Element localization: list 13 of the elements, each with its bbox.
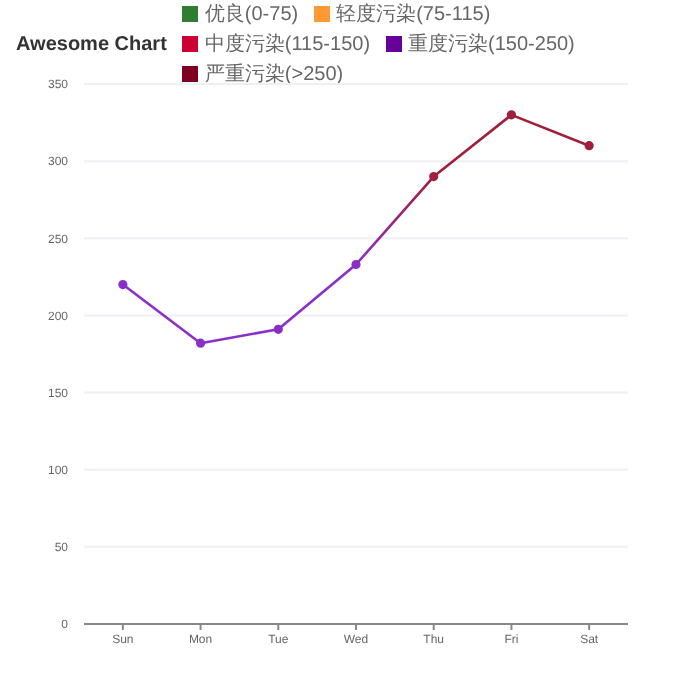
point (506, 110, 517, 120)
legend-label: 轻度污染(75-115) (334, 1, 491, 28)
point (429, 171, 439, 182)
chart-title: Awesome Chart (16, 33, 167, 55)
legend-label: 优良(0-75) (202, 1, 299, 28)
point (351, 259, 361, 270)
legend-label: 中度污染(115-150) (202, 31, 371, 58)
legend-label: 重度污染(150-250) (406, 31, 575, 58)
legend-label: 严重污染(>250) (202, 61, 344, 88)
point (273, 324, 283, 334)
point (584, 141, 594, 151)
point (195, 338, 206, 348)
point (118, 279, 128, 290)
